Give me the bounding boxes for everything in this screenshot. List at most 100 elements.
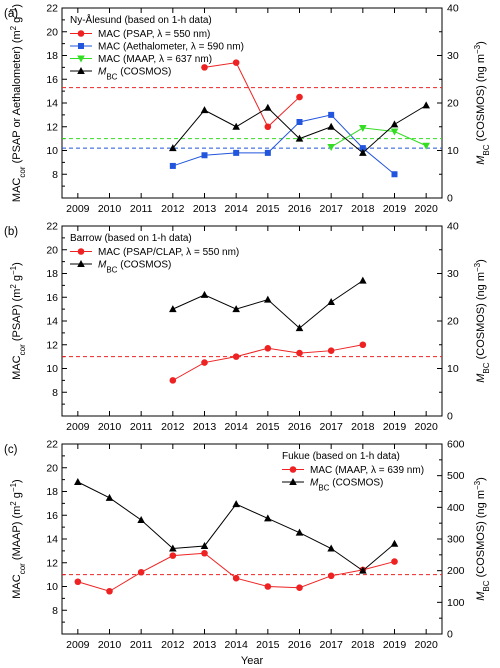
label-part: MAC <box>11 355 23 380</box>
label-part: M <box>475 373 487 383</box>
data-point <box>169 144 177 152</box>
y-left-tick-label: 12 <box>46 121 58 133</box>
y-left-tick-label: 14 <box>46 534 58 546</box>
y-left-tick-label: 22 <box>46 3 58 15</box>
panel-label: (c) <box>4 444 18 456</box>
label-part: −1 <box>9 7 18 17</box>
data-point <box>264 295 272 303</box>
label-part: 2 <box>9 25 18 30</box>
panel-label: (a) <box>4 8 18 20</box>
legend-title: Fukue (based on 1-h data) <box>282 451 400 462</box>
data-point <box>390 539 399 547</box>
y-left-tick-label: 10 <box>46 363 58 375</box>
label-part: M <box>98 67 107 78</box>
data-point <box>137 516 145 523</box>
data-point <box>232 500 240 508</box>
y-left-axis-title: MACcor (PSAP) (m2 g−1) <box>9 262 27 380</box>
y-right-tick-label: 200 <box>447 565 465 577</box>
y-left-tick-label: 20 <box>46 462 58 474</box>
series-line <box>330 127 427 148</box>
y-left-tick-label: 10 <box>46 581 58 593</box>
data-point <box>264 583 272 590</box>
y-left-tick-label: 8 <box>52 387 58 399</box>
legend-swatch-marker <box>78 43 84 49</box>
label-part: (COSMOS) <box>329 478 383 489</box>
data-point <box>328 111 335 118</box>
y-right-axis-title: MBC (COSMOS) (ng m−3) <box>473 477 491 601</box>
legend-label: MBC (COSMOS) <box>310 478 383 493</box>
x-tick-label: 2018 <box>351 639 375 651</box>
x-tick-label: 2009 <box>66 203 90 215</box>
label-part: BC <box>482 362 491 373</box>
x-tick-label: 2011 <box>130 639 153 651</box>
legend-swatch-marker <box>289 478 297 485</box>
y-right-axis-title: MBC (COSMOS) (ng m−3) <box>473 259 491 383</box>
y-right-tick-label: 40 <box>447 221 459 233</box>
label-part: cor <box>18 344 27 355</box>
data-point <box>327 298 335 305</box>
y-right-tick-label: 100 <box>447 597 465 609</box>
data-point <box>391 171 398 178</box>
x-tick-label: 2011 <box>130 203 153 215</box>
y-right-tick-label: 30 <box>447 268 459 280</box>
y-left-tick-label: 12 <box>46 339 58 351</box>
data-point <box>169 544 177 552</box>
label-part: (COSMOS) (ng m <box>475 272 487 362</box>
data-point <box>296 584 303 591</box>
data-point <box>233 149 240 156</box>
legend-label: MAC (PSAP/CLAP, λ = 550 nm) <box>98 247 239 258</box>
label-part: (MAAP) (m <box>11 506 23 563</box>
x-tick-label: 2015 <box>256 639 280 651</box>
x-tick-label: 2016 <box>288 639 312 651</box>
label-part: (PSAP or Aethalometer) (m <box>11 30 23 166</box>
y-right-tick-label: 400 <box>447 502 465 514</box>
data-point <box>169 162 176 169</box>
y-left-tick-label: 22 <box>46 439 58 451</box>
label-part: MAC <box>11 178 23 203</box>
label-part: (COSMOS) (ng m <box>475 54 487 144</box>
data-point <box>74 478 82 485</box>
x-tick-label: 2020 <box>414 421 438 433</box>
legend-label: MAC (MAAP, λ = 639 nm) <box>310 465 424 476</box>
series-0 <box>169 341 367 384</box>
label-part: 2 <box>9 501 18 506</box>
series-line <box>204 62 300 128</box>
data-point <box>232 574 240 582</box>
data-point <box>264 123 272 131</box>
x-tick-label: 2019 <box>383 203 407 215</box>
legend-label: MAC (Aethalometer, λ = 590 nm) <box>98 42 244 53</box>
label-part: ) <box>11 479 23 483</box>
x-tick-label: 2012 <box>161 639 185 651</box>
x-tick-label: 2020 <box>414 639 438 651</box>
legend-item: MAC (Aethalometer, λ = 590 nm) <box>70 42 244 53</box>
x-tick-label: 2014 <box>224 203 248 215</box>
data-point <box>105 493 114 501</box>
x-tick-label: 2017 <box>319 203 343 215</box>
y-left-tick-label: 18 <box>46 268 58 280</box>
label-part: M <box>98 260 107 271</box>
y-right-tick-label: 20 <box>447 316 459 328</box>
y-right-tick-label: 10 <box>447 145 459 157</box>
data-point <box>359 566 367 574</box>
label-part: cor <box>18 563 27 574</box>
legend-title: Ny-Ålesund (based on 1-h data) <box>70 13 212 26</box>
x-tick-label: 2013 <box>193 203 217 215</box>
data-point <box>232 122 240 130</box>
series-1 <box>169 276 367 332</box>
data-point <box>422 101 430 109</box>
data-point <box>295 528 304 536</box>
x-axis-title: Year <box>241 655 264 667</box>
label-part: 2 <box>9 284 18 289</box>
data-point <box>390 128 399 136</box>
panel-a: 2009 2010 2011 2012 2013 2014 2015 2016 2017 2018… <box>4 3 491 216</box>
data-point <box>264 345 272 352</box>
x-tick-label: 2013 <box>193 639 217 651</box>
label-part: (COSMOS) (ng m <box>475 490 487 580</box>
series-2 <box>327 124 430 151</box>
y-left-tick-label: 8 <box>52 605 58 617</box>
data-point <box>296 119 303 125</box>
legend: Barrow (based on 1-h data) MAC (PSAP/CLAP… <box>70 233 239 274</box>
y-right-tick-label: 300 <box>447 534 465 546</box>
data-point <box>200 290 209 298</box>
